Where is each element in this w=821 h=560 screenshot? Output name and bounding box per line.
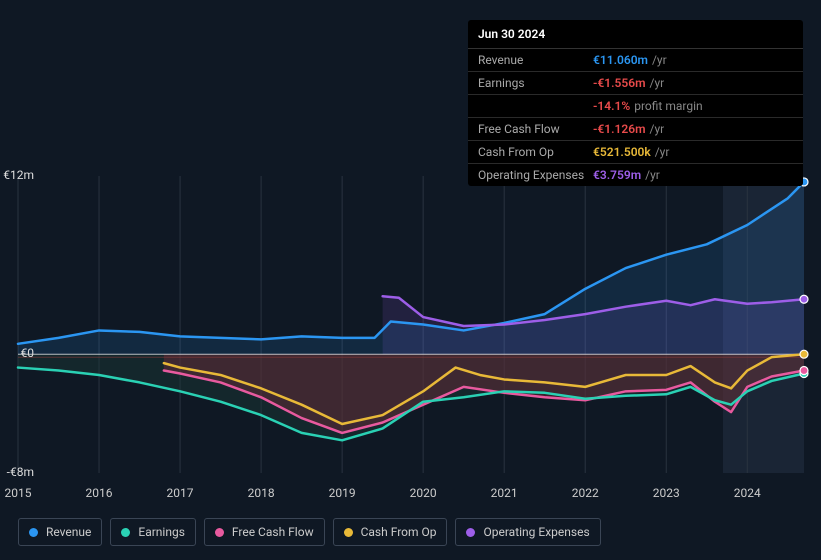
tooltip-row: Free Cash Flow-€1.126m/yr bbox=[468, 118, 803, 141]
x-axis-label: 2022 bbox=[572, 486, 599, 500]
tooltip-label: Cash From Op bbox=[478, 145, 593, 159]
legend-item-cfo[interactable]: Cash From Op bbox=[333, 518, 448, 546]
x-axis-label: 2020 bbox=[410, 486, 437, 500]
legend-item-fcf[interactable]: Free Cash Flow bbox=[204, 518, 325, 546]
tooltip-value: €3.759m bbox=[593, 168, 641, 182]
tooltip-unit: /yr bbox=[655, 145, 670, 159]
x-axis-label: 2016 bbox=[86, 486, 113, 500]
legend-label: Earnings bbox=[138, 525, 185, 539]
tooltip-label: Revenue bbox=[478, 53, 593, 67]
x-axis-label: 2021 bbox=[491, 486, 518, 500]
tooltip-row: Operating Expenses€3.759m/yr bbox=[468, 164, 803, 186]
tooltip-unit: /yr bbox=[650, 122, 665, 136]
legend-swatch bbox=[121, 528, 130, 537]
tooltip-unit: /yr bbox=[645, 168, 660, 182]
tooltip-date: Jun 30 2024 bbox=[468, 20, 803, 49]
legend-label: Revenue bbox=[46, 525, 91, 539]
legend: Revenue Earnings Free Cash Flow Cash From O… bbox=[18, 518, 601, 546]
x-axis-label: 2018 bbox=[248, 486, 275, 500]
legend-swatch bbox=[466, 528, 475, 537]
legend-swatch bbox=[29, 528, 38, 537]
tooltip-value: -14.1% bbox=[593, 99, 630, 113]
y-axis-label: €12m bbox=[0, 168, 34, 182]
legend-swatch bbox=[344, 528, 353, 537]
legend-item-revenue[interactable]: Revenue bbox=[18, 518, 102, 546]
tooltip-row: Earnings-€1.556m/yr bbox=[468, 72, 803, 95]
legend-swatch bbox=[215, 528, 224, 537]
tooltip-value: -€1.556m bbox=[593, 76, 646, 90]
y-axis-label: €0 bbox=[0, 346, 34, 360]
x-axis-label: 2024 bbox=[734, 486, 761, 500]
y-axis-label: -€8m bbox=[0, 465, 34, 479]
tooltip-unit: /yr bbox=[650, 76, 665, 90]
tooltip-unit: /yr bbox=[652, 53, 667, 67]
legend-label: Cash From Op bbox=[361, 525, 437, 539]
legend-label: Operating Expenses bbox=[483, 525, 589, 539]
legend-item-opex[interactable]: Operating Expenses bbox=[455, 518, 600, 546]
tooltip-label: Earnings bbox=[478, 76, 593, 90]
tooltip-row: -14.1% profit margin bbox=[468, 95, 803, 118]
tooltip-panel: Jun 30 2024 Revenue€11.060m/yrEarnings-€… bbox=[468, 20, 803, 186]
tooltip-label: Operating Expenses bbox=[478, 168, 593, 182]
legend-label: Free Cash Flow bbox=[232, 525, 314, 539]
tooltip-value: €521.500k bbox=[593, 145, 651, 159]
x-axis-label: 2019 bbox=[329, 486, 356, 500]
tooltip-unit: profit margin bbox=[634, 99, 702, 113]
x-axis-label: 2017 bbox=[167, 486, 194, 500]
tooltip-row: Cash From Op€521.500k/yr bbox=[468, 141, 803, 164]
tooltip-row: Revenue€11.060m/yr bbox=[468, 49, 803, 72]
x-axis-label: 2015 bbox=[5, 486, 32, 500]
tooltip-label: Free Cash Flow bbox=[478, 122, 593, 136]
legend-item-earnings[interactable]: Earnings bbox=[110, 518, 196, 546]
x-axis-label: 2023 bbox=[653, 486, 680, 500]
tooltip-value: -€1.126m bbox=[593, 122, 646, 136]
tooltip-value: €11.060m bbox=[593, 53, 648, 67]
